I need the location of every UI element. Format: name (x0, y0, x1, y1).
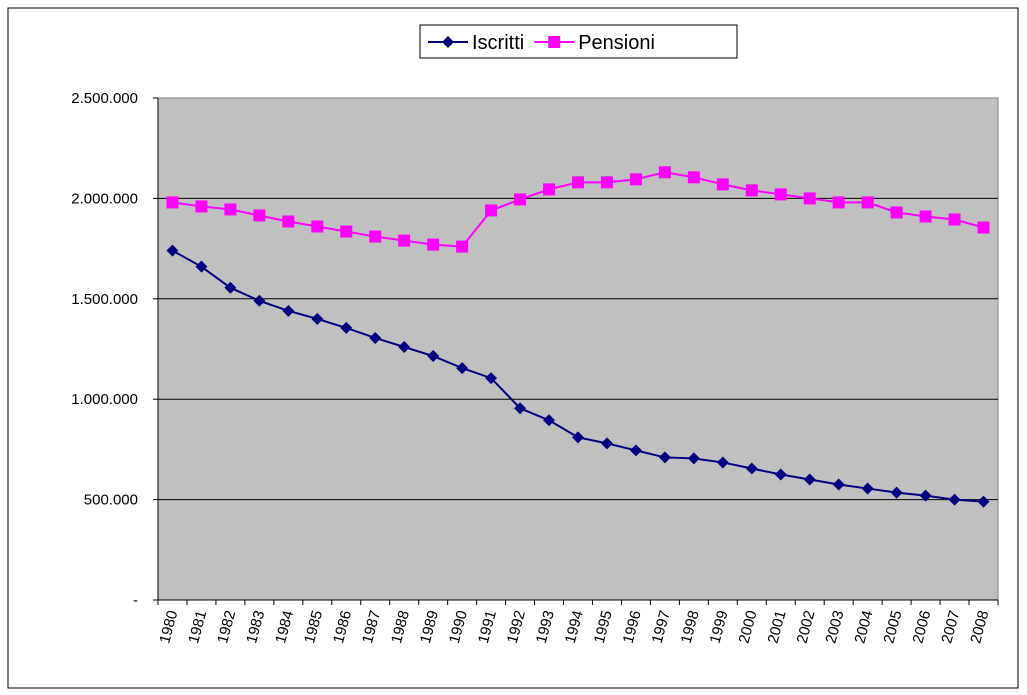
data-point (948, 213, 961, 226)
data-point (514, 402, 527, 415)
plot-area (157, 97, 999, 601)
data-point (369, 230, 382, 243)
data-point (427, 350, 440, 363)
data-point (745, 462, 758, 475)
y-tick-label: 2.500.000 (71, 90, 138, 107)
data-point (340, 225, 353, 238)
legend: Iscritti Pensioni (419, 24, 738, 59)
data-point (442, 36, 454, 48)
data-point (716, 178, 729, 191)
data-point (774, 468, 787, 481)
data-point (282, 215, 295, 228)
data-point (282, 304, 295, 317)
data-point (803, 473, 816, 486)
y-tick-label: 1.000.000 (71, 391, 138, 408)
data-point (166, 244, 179, 257)
data-point (543, 414, 556, 427)
data-point (861, 482, 874, 495)
data-point (687, 452, 700, 465)
data-point (195, 260, 208, 273)
data-point (548, 36, 561, 48)
data-point (658, 451, 671, 464)
y-tick-label: 1.500.000 (71, 291, 138, 308)
data-point (224, 203, 237, 216)
data-point (861, 196, 874, 209)
data-point (514, 193, 527, 206)
data-point (398, 340, 411, 353)
data-point (369, 331, 382, 344)
data-point (716, 456, 729, 469)
y-tick-label: 2.000.000 (71, 190, 138, 207)
data-point (803, 192, 816, 205)
data-point (948, 493, 961, 506)
data-point (311, 312, 324, 325)
data-point (311, 220, 324, 233)
data-point (224, 281, 237, 294)
data-point (832, 196, 845, 209)
data-point (919, 210, 932, 223)
legend-label: Iscritti (472, 32, 524, 54)
legend-box (419, 24, 738, 59)
data-point (890, 486, 903, 499)
data-point (600, 437, 613, 450)
data-point (629, 173, 642, 186)
data-point (745, 184, 758, 197)
data-point (977, 495, 990, 508)
y-tick-label: - (133, 592, 138, 609)
data-point (456, 240, 469, 253)
data-point (485, 204, 498, 217)
data-point (485, 372, 498, 385)
data-point (572, 176, 584, 189)
data-point (658, 166, 671, 179)
legend-label: Pensioni (578, 32, 655, 54)
data-point (456, 362, 469, 375)
data-point (890, 206, 903, 219)
data-point (832, 478, 845, 491)
data-point (977, 221, 990, 234)
data-point (398, 234, 411, 247)
data-point (774, 188, 787, 201)
data-point (166, 196, 179, 209)
data-point (543, 183, 556, 196)
data-point (600, 176, 613, 189)
data-point (919, 489, 932, 502)
data-point (427, 238, 440, 251)
data-point (195, 200, 208, 213)
data-point (253, 294, 266, 307)
data-point (687, 171, 700, 184)
data-point (572, 431, 584, 444)
y-tick-label: 500.000 (84, 492, 138, 509)
data-point (629, 444, 642, 457)
data-point (340, 321, 353, 334)
data-point (253, 209, 266, 222)
